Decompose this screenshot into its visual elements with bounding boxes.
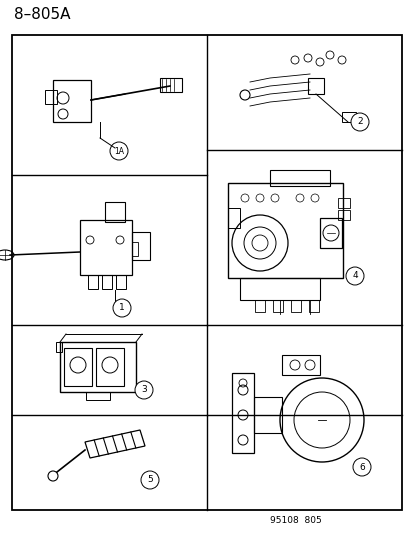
Bar bbox=[240, 278, 319, 300]
Bar bbox=[281, 355, 319, 375]
Text: 6: 6 bbox=[358, 463, 364, 472]
Bar bbox=[45, 90, 57, 104]
Bar bbox=[319, 218, 341, 248]
Bar bbox=[272, 300, 282, 312]
Bar bbox=[80, 220, 132, 275]
Text: 3: 3 bbox=[141, 385, 147, 394]
Bar bbox=[337, 210, 349, 220]
Text: 8–805A: 8–805A bbox=[14, 7, 70, 22]
Bar bbox=[56, 342, 62, 352]
Bar bbox=[290, 300, 300, 312]
Bar bbox=[231, 373, 254, 453]
Bar bbox=[308, 300, 318, 312]
Bar bbox=[228, 208, 240, 228]
Circle shape bbox=[113, 299, 131, 317]
Circle shape bbox=[352, 458, 370, 476]
Bar bbox=[254, 397, 281, 433]
Text: 1A: 1A bbox=[114, 147, 124, 156]
Bar bbox=[337, 198, 349, 208]
Bar bbox=[64, 348, 92, 386]
Bar bbox=[269, 170, 329, 186]
Bar bbox=[341, 112, 355, 122]
Bar bbox=[228, 183, 342, 278]
Text: 95108  805: 95108 805 bbox=[269, 516, 321, 525]
Text: 2: 2 bbox=[356, 117, 362, 126]
Text: 5: 5 bbox=[147, 475, 152, 484]
Text: 4: 4 bbox=[351, 271, 357, 280]
Bar bbox=[254, 300, 264, 312]
Bar bbox=[12, 35, 401, 510]
Bar bbox=[307, 78, 323, 94]
Circle shape bbox=[345, 267, 363, 285]
Bar bbox=[116, 275, 126, 289]
Circle shape bbox=[141, 471, 159, 489]
Bar bbox=[159, 78, 182, 92]
Text: 1: 1 bbox=[119, 303, 125, 312]
Bar bbox=[96, 348, 124, 386]
Circle shape bbox=[350, 113, 368, 131]
Bar bbox=[53, 80, 91, 122]
Bar bbox=[60, 342, 136, 392]
Circle shape bbox=[135, 381, 153, 399]
Bar bbox=[105, 202, 125, 222]
Bar bbox=[86, 392, 110, 400]
Bar bbox=[102, 275, 112, 289]
Bar bbox=[132, 242, 138, 256]
Bar bbox=[88, 275, 98, 289]
Bar bbox=[132, 232, 150, 260]
